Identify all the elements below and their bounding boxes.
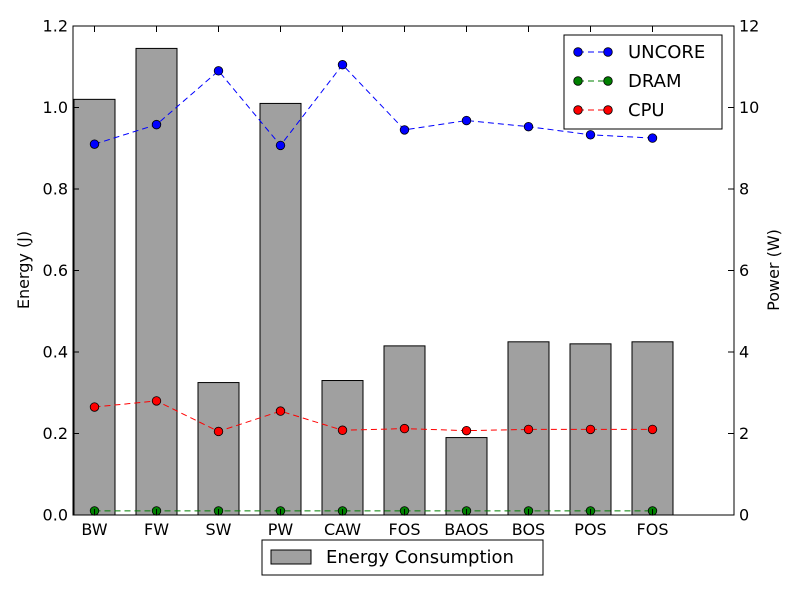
x-tick-label: PW [268,520,294,539]
x-tick-label: SW [206,520,232,539]
y-tick-label: 0.2 [43,424,68,443]
bar-caw [321,380,364,516]
x-tick-label: BOS [512,520,545,539]
legend-swatch-energy [270,549,312,565]
y2-tick-label: 10 [739,98,759,117]
bar-bos [507,341,550,516]
legend-marker-dram [603,76,613,86]
x-tick-label: POS [574,520,606,539]
y2-tick-label: 6 [739,261,749,280]
point-uncore-9 [647,133,658,143]
y-tick-label: 0.4 [43,343,68,362]
legend-label-energy: Energy Consumption [326,547,514,568]
lines-legend-box [563,34,723,130]
y-tick-label: 0.8 [43,180,68,199]
legend-marker-cpu [573,105,583,115]
y2-axis-label: Power (W) [764,229,783,311]
bar-sw [197,382,240,516]
bar-baos [445,437,488,516]
point-cpu-0 [89,402,100,412]
point-uncore-5 [399,125,410,135]
series-line-cpu [94,400,653,433]
point-cpu-7 [523,424,534,435]
point-uncore-7 [523,121,534,132]
point-cpu-6 [461,425,472,436]
x-tick-label: BAOS [444,520,488,539]
y2-tick-label: 8 [739,180,749,199]
lines-legend: UNCORE DRAM CPU [563,34,723,130]
y-tick-label: 0.0 [43,506,68,525]
y-axis-label: Energy (J) [14,231,33,309]
point-cpu-5 [399,423,410,434]
legend-label-uncore: UNCORE [628,42,705,63]
bars-legend: Energy Consumption [261,539,544,576]
bar-fw [135,47,178,516]
point-cpu-4 [337,425,348,435]
point-cpu-3 [275,406,286,416]
y2-tick-label: 4 [739,343,749,362]
bar-bw [73,98,116,516]
axes-layer: 0.0 0.2 0.4 0.6 0.8 1.0 1.2 0 2 4 6 8 10 12 BW FW SW PW CA… [43,17,760,540]
y-tick-label: 1.2 [43,17,68,36]
point-cpu-9 [647,424,658,435]
bar-pw [259,102,302,516]
point-uncore-2 [213,66,224,76]
point-uncore-8 [585,130,596,140]
point-uncore-4 [337,60,348,70]
legend-label-cpu: CPU [628,100,665,121]
x-tick-label: FW [144,520,169,539]
legend-marker-dram [573,76,583,86]
point-uncore-3 [275,140,286,151]
lines-layer [89,60,658,516]
legend-marker-uncore [603,47,613,57]
x-tick-label: BW [81,520,107,539]
legend-label-dram: DRAM [628,71,681,92]
series-line-uncore [94,63,653,147]
point-cpu-1 [151,396,162,406]
y2-tick-label: 0 [739,506,749,525]
point-uncore-1 [151,119,162,130]
x-tick-label: CAW [324,520,361,539]
legend-marker-cpu [603,105,613,115]
y-tick-label: 1.0 [43,98,68,117]
x-tick-label: FOS [389,520,421,539]
point-cpu-2 [213,426,224,437]
legend-marker-uncore [573,47,583,57]
x-tick-label: FOS [637,520,669,539]
y2-tick-label: 2 [739,424,749,443]
point-uncore-0 [89,139,100,149]
bars-legend-box [261,539,544,576]
y2-tick-label: 12 [739,17,759,36]
y-tick-label: 0.6 [43,261,68,280]
point-cpu-8 [585,424,596,435]
point-uncore-6 [461,115,472,126]
